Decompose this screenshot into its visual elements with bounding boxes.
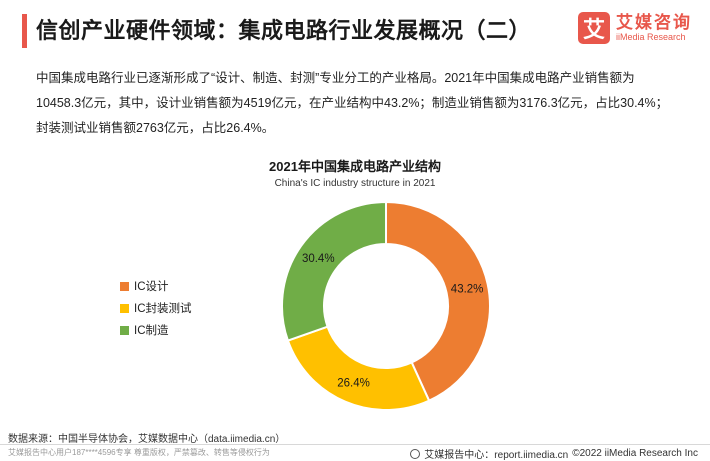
data-source: 数据来源：中国半导体协会，艾媒数据中心（data.iimedia.cn） [8, 434, 286, 445]
legend-label: IC封装测试 [134, 303, 192, 315]
report-center-link[interactable]: 艾媒报告中心：report.iimedia.cn [424, 450, 569, 461]
legend-swatch [120, 303, 129, 313]
brand-text: 艾媒咨询 iiMedia Research [616, 12, 692, 43]
donut-slice-label-2: 30.4% [302, 253, 335, 265]
donut-slice-label-0: 43.2% [451, 283, 484, 295]
donut-slice-2 [281, 200, 387, 342]
donut-slices [281, 200, 491, 411]
brand-icon: 艾 [578, 12, 610, 44]
donut-slice-1 [286, 325, 431, 411]
legend-item-ic-packaging-testing: IC封装测试 [120, 297, 192, 319]
brand-logo: 艾 艾媒咨询 iiMedia Research [578, 12, 692, 44]
legend-swatch [120, 325, 129, 335]
report-center-icon [410, 448, 421, 459]
legend-label: IC制造 [134, 325, 169, 337]
copyright-text: ©2022 iiMedia Research Inc [572, 448, 698, 459]
legend-label: IC设计 [134, 281, 169, 293]
chart-subtitle: China's IC industry structure in 2021 [274, 178, 436, 189]
legend-item-ic-design: IC设计 [120, 275, 192, 297]
donut-slice-0 [385, 200, 491, 402]
footer-report-center: 艾媒报告中心：report.iimedia.cn ©2022 iiMedia R… [406, 446, 698, 461]
brand-name-en: iiMedia Research [616, 31, 686, 42]
brand-name-cn: 艾媒咨询 [616, 12, 692, 32]
legend-item-ic-manufacturing: IC制造 [120, 319, 192, 341]
description-paragraph: 中国集成电路行业已逐渐形成了“设计、制造、封测”专业分工的产业格局。2021年中… [36, 71, 669, 135]
donut-labels: 43.2% 26.4% 30.4% [302, 253, 483, 389]
legend-swatch [120, 281, 129, 291]
title-accent-bar [22, 14, 27, 48]
page-title: 信创产业硬件领域：集成电路行业发展概况（二） [36, 18, 532, 43]
copyright-watermark: 艾媒报告中心用户187****4596专享 尊重版权，严禁篡改、转售等侵权行为 [8, 448, 270, 457]
donut-slice-label-1: 26.4% [337, 377, 370, 389]
footer-divider [0, 444, 710, 445]
chart-title: 2021年中国集成电路产业结构 [269, 159, 441, 174]
chart-legend: IC设计 IC封装测试 IC制造 [120, 275, 192, 341]
